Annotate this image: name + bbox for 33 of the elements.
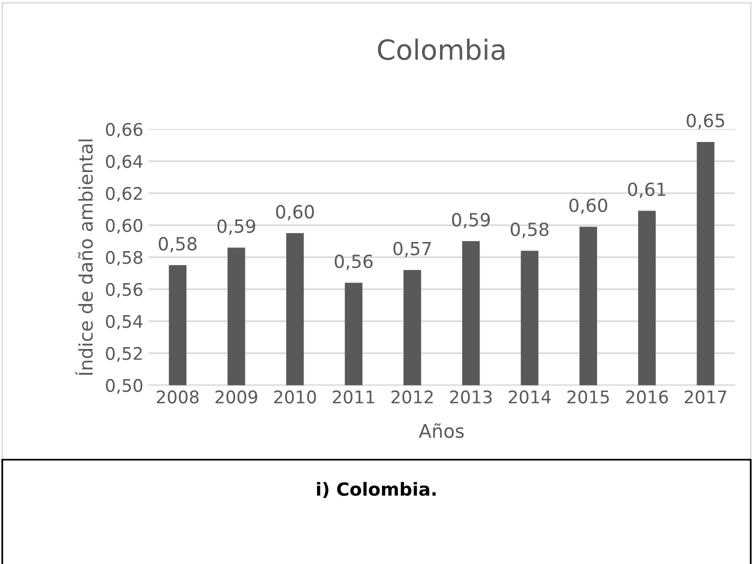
data-label: 0,57 xyxy=(393,242,431,258)
x-tick-label: 2011 xyxy=(332,390,374,404)
data-label: 0,65 xyxy=(686,114,724,130)
x-axis-title: Años xyxy=(418,423,464,438)
y-tick-label: 0,62 xyxy=(106,186,142,202)
y-tick-label: 0,64 xyxy=(106,154,143,170)
data-label: 0,61 xyxy=(628,182,666,198)
y-tick-label: 0,58 xyxy=(106,250,142,266)
x-tick-label: 2015 xyxy=(567,390,609,404)
data-label: 0,60 xyxy=(276,204,314,220)
data-label: 0,58 xyxy=(510,222,548,238)
data-label: 0,60 xyxy=(569,198,608,214)
data-label: 0,59 xyxy=(452,212,490,228)
y-tick-label: 0,56 xyxy=(106,282,142,298)
x-tick-label: 2016 xyxy=(626,390,668,404)
x-tick-label: 2008 xyxy=(156,390,199,404)
x-tick-label: 2013 xyxy=(450,390,492,404)
y-tick-label: 0,66 xyxy=(106,122,142,138)
chart-title: Colombia xyxy=(378,38,504,60)
x-tick-label: 2014 xyxy=(508,390,551,404)
data-label: 0,56 xyxy=(334,254,373,270)
y-axis-title: Índice de daño ambiental xyxy=(75,140,93,376)
y-tick-label: 0,50 xyxy=(106,378,142,394)
x-tick-label: 2012 xyxy=(391,390,433,404)
x-tick-label: 2017 xyxy=(684,390,726,404)
x-tick-label: 2010 xyxy=(274,390,316,404)
y-tick-label: 0,54 xyxy=(106,314,143,330)
y-tick-label: 0,60 xyxy=(106,218,142,234)
y-tick-label: 0,52 xyxy=(106,346,142,362)
data-label: 0,58 xyxy=(158,236,197,252)
x-tick-label: 2009 xyxy=(216,390,258,404)
data-label: 0,59 xyxy=(217,219,256,235)
text: i) Colombia. xyxy=(317,482,436,498)
